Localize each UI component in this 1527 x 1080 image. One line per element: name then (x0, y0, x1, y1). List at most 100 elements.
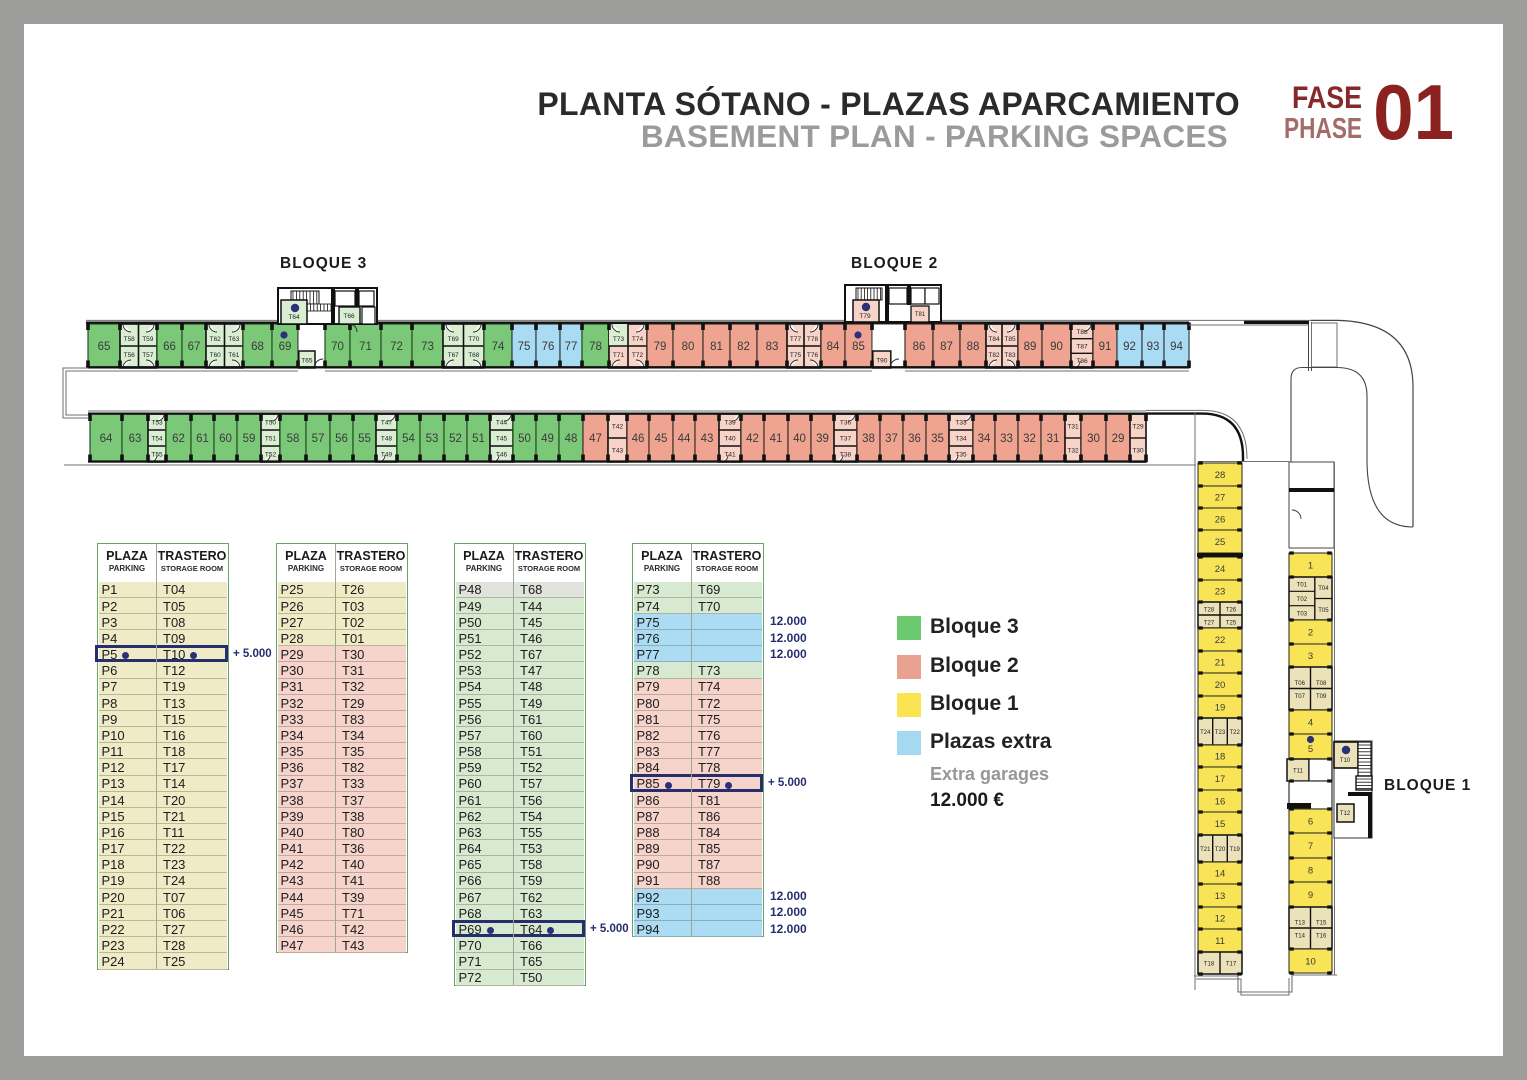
svg-text:60: 60 (219, 433, 232, 445)
svg-text:52: 52 (449, 433, 462, 445)
svg-text:T32: T32 (1067, 448, 1079, 455)
svg-text:T68: T68 (468, 352, 480, 359)
svg-text:81: 81 (710, 341, 723, 353)
svg-text:T53: T53 (151, 420, 163, 427)
svg-text:T75: T75 (790, 352, 802, 359)
svg-text:T34: T34 (955, 436, 967, 443)
svg-text:68: 68 (251, 341, 264, 353)
svg-text:T76: T76 (807, 352, 819, 359)
svg-text:T77: T77 (790, 336, 802, 343)
svg-text:T73: T73 (613, 336, 625, 343)
svg-text:78: 78 (589, 341, 602, 353)
svg-text:T69: T69 (448, 336, 460, 343)
svg-text:86: 86 (913, 341, 926, 353)
svg-text:T08: T08 (1316, 681, 1327, 687)
svg-text:40: 40 (793, 433, 806, 445)
svg-text:3: 3 (1308, 651, 1313, 662)
svg-text:18: 18 (1215, 751, 1226, 762)
svg-text:43: 43 (701, 433, 714, 445)
svg-text:73: 73 (421, 341, 434, 353)
svg-text:T29: T29 (1132, 424, 1144, 431)
svg-text:57: 57 (312, 433, 325, 445)
svg-text:75: 75 (518, 341, 531, 353)
svg-text:46: 46 (632, 433, 645, 445)
svg-text:T87: T87 (1076, 344, 1088, 351)
svg-text:T04: T04 (1318, 586, 1329, 592)
svg-text:94: 94 (1170, 341, 1183, 353)
svg-text:T28: T28 (1204, 608, 1215, 614)
svg-text:T63: T63 (228, 336, 240, 343)
svg-text:T27: T27 (1204, 621, 1215, 627)
svg-text:T86: T86 (1076, 358, 1088, 365)
svg-text:4: 4 (1308, 717, 1313, 728)
svg-text:25: 25 (1215, 537, 1226, 548)
svg-text:85: 85 (852, 341, 865, 353)
svg-text:45: 45 (655, 433, 668, 445)
svg-text:83: 83 (766, 341, 779, 353)
svg-text:T06: T06 (1295, 681, 1306, 687)
svg-text:T40: T40 (724, 436, 736, 443)
svg-text:50: 50 (518, 433, 531, 445)
svg-text:47: 47 (589, 433, 602, 445)
svg-text:38: 38 (862, 433, 875, 445)
svg-text:90: 90 (1050, 341, 1063, 353)
svg-text:T03: T03 (1297, 611, 1308, 617)
svg-text:T67: T67 (448, 352, 460, 359)
svg-text:61: 61 (196, 433, 209, 445)
svg-text:T90: T90 (876, 358, 888, 365)
svg-text:T05: T05 (1318, 608, 1329, 614)
svg-text:71: 71 (359, 341, 372, 353)
svg-text:37: 37 (885, 433, 898, 445)
svg-text:70: 70 (331, 341, 344, 353)
svg-text:T31: T31 (1067, 424, 1079, 431)
svg-text:20: 20 (1215, 680, 1226, 691)
svg-text:56: 56 (335, 433, 348, 445)
svg-text:72: 72 (390, 341, 403, 353)
svg-text:22: 22 (1215, 635, 1226, 646)
svg-text:42: 42 (746, 433, 759, 445)
svg-text:39: 39 (816, 433, 829, 445)
svg-text:91: 91 (1099, 341, 1112, 353)
svg-text:T36: T36 (840, 420, 852, 427)
svg-text:T51: T51 (265, 436, 277, 443)
svg-text:T50: T50 (265, 420, 277, 427)
svg-text:T41: T41 (724, 452, 736, 459)
svg-text:88: 88 (967, 341, 980, 353)
svg-text:T81: T81 (915, 312, 926, 318)
svg-text:15: 15 (1215, 819, 1226, 830)
svg-text:T65: T65 (301, 358, 313, 365)
svg-text:89: 89 (1024, 341, 1037, 353)
svg-text:T74: T74 (632, 336, 644, 343)
svg-text:T24: T24 (1200, 730, 1211, 736)
svg-text:T66: T66 (343, 313, 355, 320)
svg-text:T88: T88 (1076, 329, 1088, 336)
svg-text:92: 92 (1123, 341, 1136, 353)
svg-text:T02: T02 (1297, 597, 1308, 603)
svg-text:51: 51 (472, 433, 485, 445)
svg-text:2: 2 (1308, 627, 1313, 638)
svg-text:41: 41 (770, 433, 783, 445)
svg-text:6: 6 (1308, 816, 1313, 827)
svg-text:80: 80 (682, 341, 695, 353)
svg-text:T09: T09 (1316, 694, 1327, 700)
svg-text:7: 7 (1308, 841, 1313, 852)
svg-text:29: 29 (1112, 433, 1125, 445)
svg-text:T18: T18 (1204, 962, 1215, 968)
svg-text:10: 10 (1305, 956, 1316, 967)
svg-text:T45: T45 (496, 436, 508, 443)
svg-text:T33: T33 (955, 420, 967, 427)
svg-text:54: 54 (402, 433, 415, 445)
svg-text:T49: T49 (381, 452, 393, 459)
svg-text:65: 65 (98, 341, 111, 353)
svg-text:5: 5 (1308, 744, 1313, 755)
svg-text:33: 33 (1000, 433, 1013, 445)
svg-text:59: 59 (243, 433, 256, 445)
svg-text:T71: T71 (613, 352, 625, 359)
svg-text:21: 21 (1215, 657, 1226, 668)
svg-text:13: 13 (1215, 891, 1226, 902)
svg-text:77: 77 (565, 341, 578, 353)
svg-text:T35: T35 (955, 452, 967, 459)
svg-text:T30: T30 (1132, 448, 1144, 455)
svg-text:T57: T57 (142, 352, 154, 359)
svg-text:T44: T44 (496, 420, 508, 427)
